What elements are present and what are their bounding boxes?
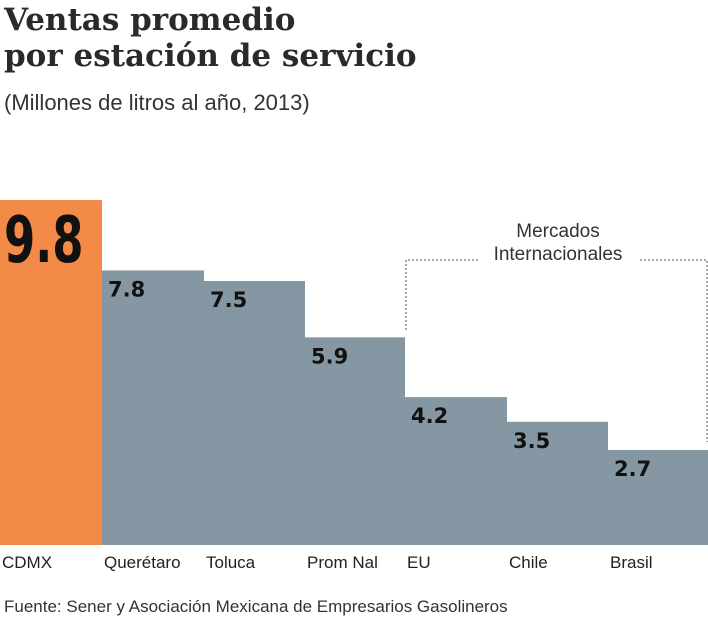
title-line-2: por estación de servicio bbox=[4, 38, 417, 74]
category-label: Querétaro bbox=[104, 553, 181, 572]
data-label: 2.7 bbox=[614, 457, 651, 481]
title-line-1: Ventas promedio bbox=[4, 2, 296, 38]
data-label: 7.8 bbox=[108, 277, 145, 301]
category-label: Prom Nal bbox=[307, 553, 378, 572]
bar-toluca bbox=[204, 281, 305, 545]
bar-brasil bbox=[608, 449, 708, 545]
data-label: 4.2 bbox=[411, 404, 448, 428]
data-label: 5.9 bbox=[311, 344, 348, 368]
bar-eu bbox=[405, 397, 507, 545]
category-label: Brasil bbox=[610, 553, 653, 572]
group-annotation-label: Mercados bbox=[516, 221, 599, 242]
source-note: Fuente: Sener y Asociación Mexicana de E… bbox=[4, 597, 508, 616]
bar-chile bbox=[507, 421, 608, 545]
bar-prom-nal bbox=[305, 337, 405, 545]
category-label: EU bbox=[407, 553, 431, 572]
category-label: Chile bbox=[509, 553, 548, 572]
bar-querétaro bbox=[102, 270, 204, 545]
chart-title: Ventas promedio por estación de servicio bbox=[4, 2, 417, 74]
bracket-right bbox=[640, 259, 708, 442]
data-label: 9.8 bbox=[4, 203, 84, 278]
group-annotation-label: Internacionales bbox=[494, 244, 623, 265]
category-label: CDMX bbox=[2, 553, 52, 572]
bracket-left bbox=[405, 259, 478, 330]
category-label: Toluca bbox=[206, 553, 256, 572]
chart-subtitle: (Millones de litros al año, 2013) bbox=[4, 90, 310, 115]
data-label: 7.5 bbox=[210, 288, 247, 312]
bar-cdmx bbox=[0, 200, 102, 546]
data-label: 3.5 bbox=[513, 429, 550, 453]
